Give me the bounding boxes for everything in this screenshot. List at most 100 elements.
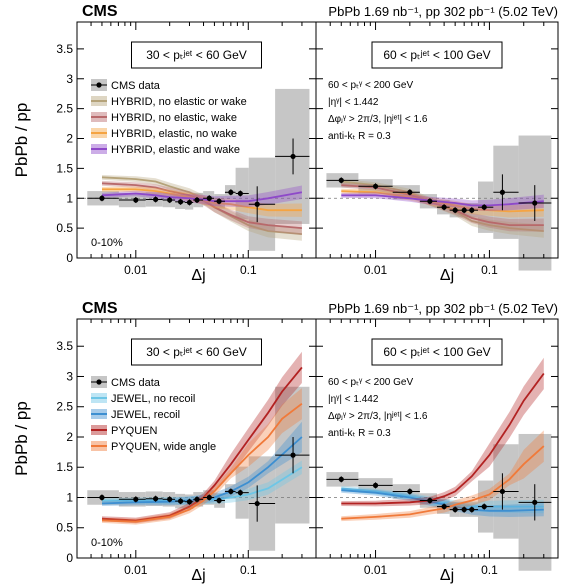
data-point bbox=[254, 500, 260, 507]
model-line bbox=[101, 436, 303, 505]
data-point bbox=[133, 496, 139, 502]
legend: CMS data HYBRID, no elastic or wake HYBRID… bbox=[91, 79, 247, 156]
legend-entry: JEWEL, recoil bbox=[111, 409, 180, 421]
model-line bbox=[101, 402, 303, 523]
model-line bbox=[341, 372, 545, 505]
data-point bbox=[372, 482, 379, 488]
legend-entry: CMS data bbox=[111, 80, 161, 92]
data-point bbox=[461, 207, 467, 213]
x-tick-label: 0.01 bbox=[364, 563, 388, 577]
data-point bbox=[461, 506, 467, 513]
model-line bbox=[341, 445, 545, 520]
y-tick-label: 2 bbox=[66, 430, 73, 444]
data-point bbox=[99, 494, 105, 501]
pt-bin-box bbox=[371, 41, 503, 69]
data-point bbox=[153, 496, 159, 502]
cut-label: 60 < pₜᵞ < 200 GeV bbox=[328, 377, 413, 388]
data-point bbox=[452, 207, 458, 213]
legend-entry: CMS data bbox=[111, 377, 161, 389]
data-point bbox=[237, 190, 243, 197]
x-tick-label: 0.1 bbox=[481, 263, 498, 277]
panel-bottom-right: 0.01 0.1 Δj 60 < pₜʲᵉᵗ < 100 GeV 60 < pₜᵞ < … bbox=[315, 318, 559, 584]
data-point bbox=[338, 476, 344, 482]
x-axis-label: Δj bbox=[440, 267, 454, 284]
data-point bbox=[167, 197, 173, 203]
y-tick-label: 1.5 bbox=[56, 460, 73, 474]
x-tick-label: 0.01 bbox=[364, 263, 388, 277]
data-point bbox=[153, 196, 159, 203]
model-band bbox=[102, 175, 302, 241]
pt-bin-label: 60 < pₜʲᵉᵗ < 100 GeV bbox=[383, 345, 490, 359]
legend-marker bbox=[96, 379, 102, 385]
data-point bbox=[372, 183, 379, 189]
y-tick-label: 0.5 bbox=[56, 221, 73, 235]
y-tick-label: 3 bbox=[66, 369, 73, 383]
data-point bbox=[186, 199, 193, 206]
data-point bbox=[99, 195, 105, 201]
y-tick-label: 1 bbox=[66, 490, 73, 504]
pt-bin-label: 30 < pₜʲᵉᵗ < 60 GeV bbox=[146, 48, 247, 62]
data-point bbox=[481, 503, 487, 510]
data-point bbox=[216, 497, 222, 504]
lumi-label: PbPb 1.69 nb⁻¹, pp 302 pb⁻¹ (5.02 TeV) bbox=[328, 301, 558, 316]
data-point bbox=[452, 506, 458, 513]
data-point bbox=[167, 496, 173, 502]
legend-entry: PYQUEN bbox=[111, 425, 158, 437]
legend-entry: JEWEL, no recoil bbox=[111, 393, 195, 405]
cut-label: |ηᵞ| < 1.442 bbox=[328, 394, 379, 405]
legend-entry: HYBRID, no elastic or wake bbox=[111, 96, 247, 108]
y-tick-label: 2.5 bbox=[56, 400, 73, 414]
y-tick-label: 3.5 bbox=[56, 339, 73, 353]
legend-entry: HYBRID, elastic and wake bbox=[111, 144, 240, 156]
data-point bbox=[427, 198, 433, 204]
panel-top-right: 0.01 0.1 Δj 60 < pₜʲᵉᵗ < 100 GeV 60 < pₜᵞ < … bbox=[315, 21, 559, 284]
y-axis-label: PbPb / pp bbox=[12, 401, 31, 476]
data-point bbox=[194, 496, 200, 502]
data-point bbox=[481, 204, 487, 210]
x-tick-label: 0.01 bbox=[124, 263, 148, 277]
x-tick-label: 0.1 bbox=[481, 563, 498, 577]
pt-bin-label: 30 < pₜʲᵉᵗ < 60 GeV bbox=[146, 345, 247, 359]
pt-bin-label: 60 < pₜʲᵉᵗ < 100 GeV bbox=[383, 48, 490, 62]
model-band bbox=[341, 357, 544, 507]
data-point bbox=[206, 494, 212, 501]
model-line bbox=[102, 466, 303, 502]
data-point bbox=[177, 199, 184, 205]
y-tick-label: 0 bbox=[66, 551, 73, 565]
data-point bbox=[133, 197, 139, 203]
data-point bbox=[427, 497, 433, 504]
model-line bbox=[101, 191, 303, 203]
model-band bbox=[102, 185, 302, 208]
data-point bbox=[290, 452, 296, 458]
y-tick-label: 3 bbox=[66, 72, 73, 86]
row-1: CMS PbPb 1.69 nb⁻¹, pp 302 pb⁻¹ (5.02 TeV… bbox=[12, 3, 559, 284]
data-point bbox=[532, 200, 538, 206]
data-point bbox=[338, 177, 344, 183]
model-band bbox=[102, 421, 302, 506]
y-tick-label: 1 bbox=[66, 191, 73, 205]
selection-cuts: 60 < pₜᵞ < 200 GeV |ηᵞ| < 1.442 Δφⱼᵞ > 2π/… bbox=[328, 80, 428, 142]
panel-frame bbox=[315, 21, 559, 259]
row-2: CMS PbPb 1.69 nb⁻¹, pp 302 pb⁻¹ (5.02 TeV… bbox=[12, 300, 559, 584]
data-point bbox=[441, 503, 447, 510]
legend: CMS data JEWEL, no recoil JEWEL, recoil PYQ… bbox=[91, 376, 216, 453]
data-point bbox=[499, 488, 506, 495]
y-tick-label: 0.5 bbox=[56, 521, 73, 535]
legend-entry: PYQUEN, wide angle bbox=[111, 441, 216, 453]
y-tick-label: 3.5 bbox=[56, 42, 73, 56]
legend-marker bbox=[96, 82, 102, 88]
data-point bbox=[194, 197, 200, 203]
model-line bbox=[341, 190, 544, 213]
x-axis-label: Δj bbox=[191, 567, 205, 584]
data-point bbox=[228, 488, 234, 495]
x-axis-label: Δj bbox=[440, 567, 454, 584]
data-point bbox=[186, 499, 193, 505]
panel-top-left: 0 0.5 1 1.5 2 2.5 3 3.5 0.01 0.1 Δj 30 < pₜʲᵉᵗ < 60… bbox=[56, 21, 317, 284]
data-point bbox=[216, 198, 222, 204]
cut-label: anti-kₜ R = 0.3 bbox=[328, 131, 391, 142]
panel-bottom-left: 0 0.5 1 1.5 2 2.5 3 3.5 0.01 0.1 Δj 30 < pₜʲᵉᵗ < 60… bbox=[56, 318, 317, 584]
cms-label: CMS bbox=[82, 3, 118, 20]
lumi-label: PbPb 1.69 nb⁻¹, pp 302 pb⁻¹ (5.02 TeV) bbox=[328, 4, 558, 19]
y-tick-label: 2 bbox=[66, 132, 73, 146]
